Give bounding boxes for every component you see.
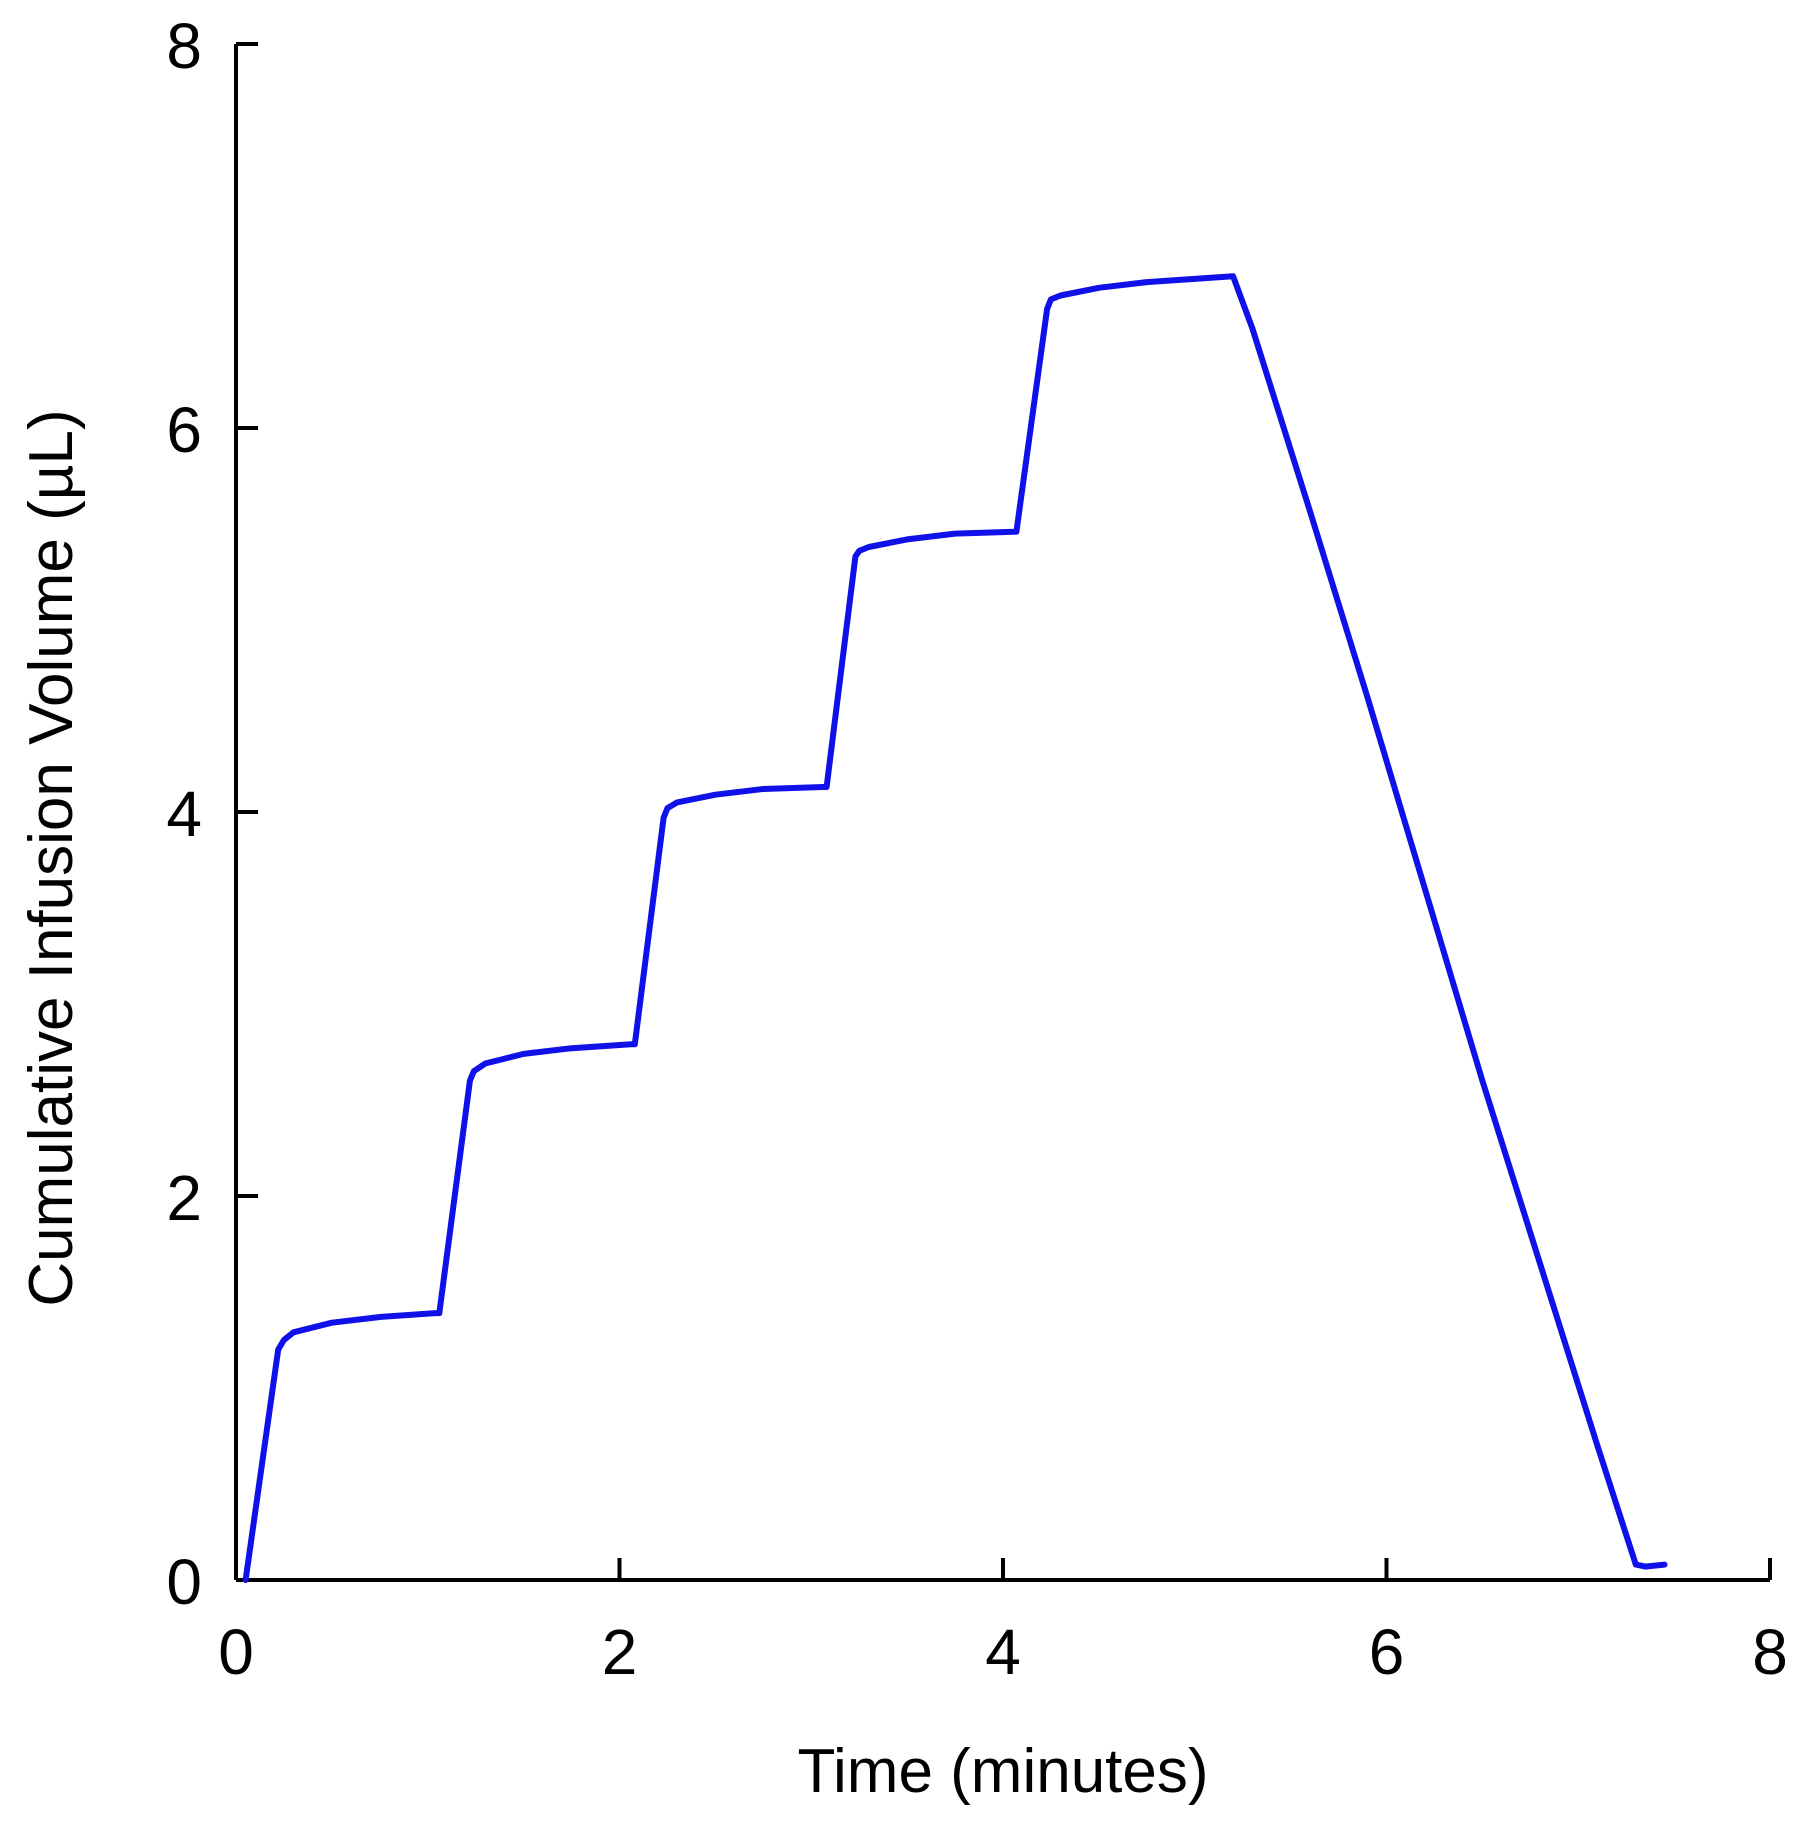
x-ticks: 0 2 4 6 8 bbox=[218, 1558, 1788, 1688]
x-tick-label: 2 bbox=[602, 1616, 638, 1688]
y-ticks: 0 2 4 6 8 bbox=[166, 10, 258, 1618]
x-tick-label: 0 bbox=[218, 1616, 254, 1688]
x-axis-title: Time (minutes) bbox=[797, 1737, 1208, 1806]
y-tick-label: 8 bbox=[166, 10, 202, 82]
series-line bbox=[242, 273, 1668, 1583]
y-axis-title: Cumulative Infusion Volume (µL) bbox=[17, 409, 86, 1306]
x-tick-label: 4 bbox=[985, 1616, 1021, 1688]
x-tick-label: 6 bbox=[1369, 1616, 1405, 1688]
y-tick-label: 6 bbox=[166, 394, 202, 466]
y-tick-label: 4 bbox=[166, 778, 202, 850]
series-layer bbox=[242, 273, 1668, 1583]
x-tick-label: 8 bbox=[1752, 1616, 1788, 1688]
axes bbox=[234, 44, 1770, 1582]
y-tick-label: 0 bbox=[166, 1546, 202, 1618]
y-tick-label: 2 bbox=[166, 1162, 202, 1234]
